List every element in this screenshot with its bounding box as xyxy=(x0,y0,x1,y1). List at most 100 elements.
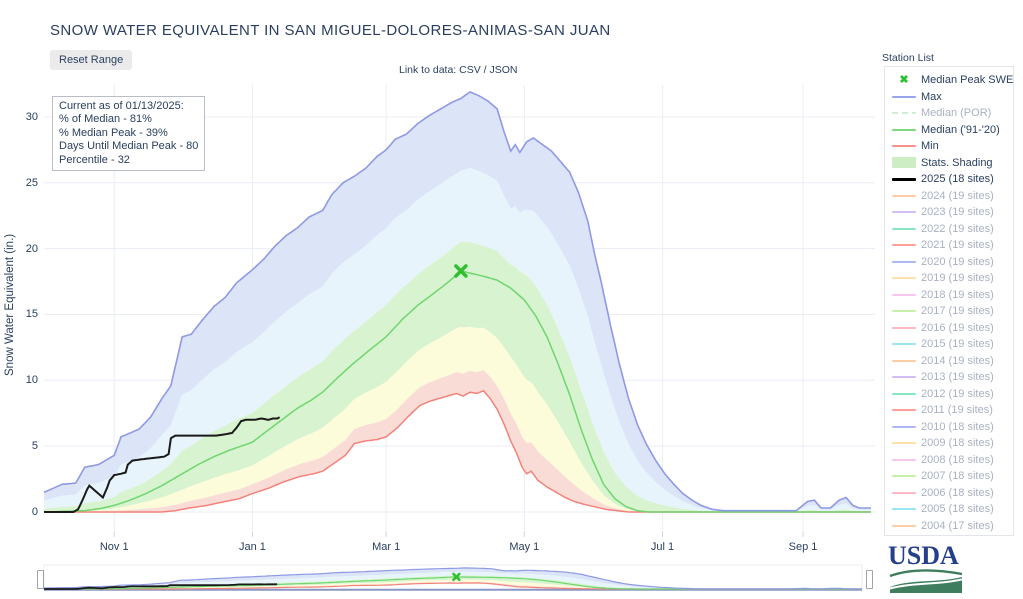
line-swatch xyxy=(892,293,916,296)
x-axis-tick-label: May 1 xyxy=(509,541,540,553)
legend-item[interactable]: Stats. Shading xyxy=(892,155,1013,172)
line-swatch xyxy=(892,145,916,148)
legend-item[interactable]: 2024 (19 sites) xyxy=(892,188,1013,205)
reset-range-button[interactable]: Reset Range xyxy=(50,50,133,70)
line-swatch xyxy=(892,524,916,527)
line-swatch-icon xyxy=(892,95,916,98)
legend-item[interactable]: 2016 (19 sites) xyxy=(892,320,1013,337)
legend-item-label: 2017 (19 sites) xyxy=(921,305,994,318)
y-axis-tick-label: 25 xyxy=(25,176,38,189)
line-swatch xyxy=(892,95,916,98)
line-swatch xyxy=(892,458,916,461)
x-axis-tick-label: Nov 1 xyxy=(99,541,129,553)
legend-item-label: Median (POR) xyxy=(921,107,992,120)
shading-swatch-icon xyxy=(892,157,916,169)
legend-item[interactable]: 2006 (18 sites) xyxy=(892,485,1013,502)
line-swatch-icon xyxy=(892,425,916,428)
line-swatch xyxy=(892,128,916,131)
legend-item-label: Stats. Shading xyxy=(921,156,993,169)
line-swatch xyxy=(892,112,916,115)
legend-item-label: Min xyxy=(921,140,939,153)
legend-item-label: 2012 (19 sites) xyxy=(921,387,994,400)
legend-item[interactable]: 2017 (19 sites) xyxy=(892,303,1013,320)
x-axis-tick-label: Jul 1 xyxy=(650,541,675,553)
legend-item[interactable]: 2014 (19 sites) xyxy=(892,353,1013,370)
legend-item[interactable]: Median ('91-'20) xyxy=(892,122,1013,139)
line-swatch xyxy=(892,359,916,362)
legend-item-label: 2009 (18 sites) xyxy=(921,437,994,450)
legend-item[interactable]: 2007 (18 sites) xyxy=(892,468,1013,485)
legend-item[interactable]: 2021 (19 sites) xyxy=(892,237,1013,254)
line-swatch xyxy=(892,425,916,428)
x-axis-tick-label: Jan 1 xyxy=(238,541,266,553)
shading-swatch xyxy=(892,157,916,169)
legend-item[interactable]: 2008 (18 sites) xyxy=(892,452,1013,469)
line-swatch xyxy=(892,211,916,214)
legend-item-label: 2022 (19 sites) xyxy=(921,222,994,235)
legend-item[interactable]: 2023 (19 sites) xyxy=(892,204,1013,221)
json-link[interactable]: JSON xyxy=(489,64,518,76)
legend-item[interactable]: 2011 (19 sites) xyxy=(892,402,1013,419)
usda-logo-text: USDA xyxy=(888,541,959,570)
legend-item[interactable]: 2010 (18 sites) xyxy=(892,419,1013,436)
line-swatch xyxy=(892,326,916,329)
line-swatch xyxy=(892,194,916,197)
usda-logo: USDA xyxy=(887,541,966,599)
info-line: Percentile - 32 xyxy=(59,153,130,166)
legend-item[interactable]: 2009 (18 sites) xyxy=(892,435,1013,452)
usda-logo-field-icon xyxy=(887,569,965,593)
legend-item[interactable]: 2005 (18 sites) xyxy=(892,501,1013,518)
legend-item-label: 2011 (19 sites) xyxy=(921,404,993,417)
legend-item-label: 2023 (19 sites) xyxy=(921,206,994,219)
page-title: SNOW WATER EQUIVALENT IN SAN MIGUEL-DOLO… xyxy=(50,22,611,39)
legend-item-label: 2005 (18 sites) xyxy=(921,503,994,516)
legend-item-label: 2006 (18 sites) xyxy=(921,486,994,499)
range-slider-left-handle[interactable] xyxy=(37,570,44,589)
current-stats-box: Current as of 01/13/2025:% of Median - 8… xyxy=(52,96,206,172)
legend-item[interactable]: 2015 (19 sites) xyxy=(892,336,1013,353)
y-axis-tick-label: 20 xyxy=(25,242,38,255)
legend-item[interactable]: 2004 (17 sites) xyxy=(892,518,1013,535)
legend-item-label: 2010 (18 sites) xyxy=(921,420,994,433)
line-swatch-icon xyxy=(892,442,916,445)
data-link-label: Link to data: xyxy=(399,64,460,76)
line-swatch xyxy=(892,244,916,247)
legend-item[interactable]: Max xyxy=(892,89,1013,106)
legend-item[interactable]: 2022 (19 sites) xyxy=(892,221,1013,238)
line-swatch xyxy=(892,508,916,511)
legend-item[interactable]: Median (POR) xyxy=(892,105,1013,122)
info-line: Days Until Median Peak - 80 xyxy=(59,140,199,153)
y-axis-title: Snow Water Equivalent (in.) xyxy=(4,233,16,377)
line-swatch-icon xyxy=(892,194,916,197)
legend-item[interactable]: Min xyxy=(892,138,1013,155)
line-swatch-icon xyxy=(892,359,916,362)
legend-item-label: 2008 (18 sites) xyxy=(921,453,994,466)
y-axis-tick-label: 10 xyxy=(25,374,38,387)
line-swatch xyxy=(892,260,916,263)
csv-link[interactable]: CSV xyxy=(459,64,481,76)
legend-item[interactable]: 2013 (19 sites) xyxy=(892,369,1013,386)
y-axis-tick-label: 15 xyxy=(25,308,38,321)
line-swatch xyxy=(892,227,916,230)
line-swatch-icon xyxy=(892,376,916,379)
legend-item[interactable]: 2019 (19 sites) xyxy=(892,270,1013,287)
info-line: % Median Peak - 39% xyxy=(59,126,168,139)
legend-item[interactable]: 2020 (19 sites) xyxy=(892,254,1013,271)
y-axis-tick-label: 5 xyxy=(31,440,38,453)
line-swatch-icon xyxy=(892,260,916,263)
legend-item[interactable]: 2018 (19 sites) xyxy=(892,287,1013,304)
line-swatch-icon xyxy=(892,524,916,527)
line-swatch xyxy=(892,376,916,379)
legend-item[interactable]: 2025 (18 sites) xyxy=(892,171,1013,188)
range-slider-right-handle[interactable] xyxy=(866,570,873,589)
legend-item-label: Median Peak SWE xyxy=(921,74,1014,87)
station-list-link[interactable]: Station List xyxy=(882,52,934,64)
line-swatch-icon xyxy=(892,293,916,296)
line-swatch-icon xyxy=(892,475,916,478)
line-swatch-icon xyxy=(892,227,916,230)
x-axis-tick-label: Mar 1 xyxy=(372,541,401,553)
legend-item[interactable]: 2012 (19 sites) xyxy=(892,386,1013,403)
info-line: % of Median - 81% xyxy=(59,113,152,126)
legend-item[interactable]: ✖ Median Peak SWE xyxy=(892,72,1013,89)
